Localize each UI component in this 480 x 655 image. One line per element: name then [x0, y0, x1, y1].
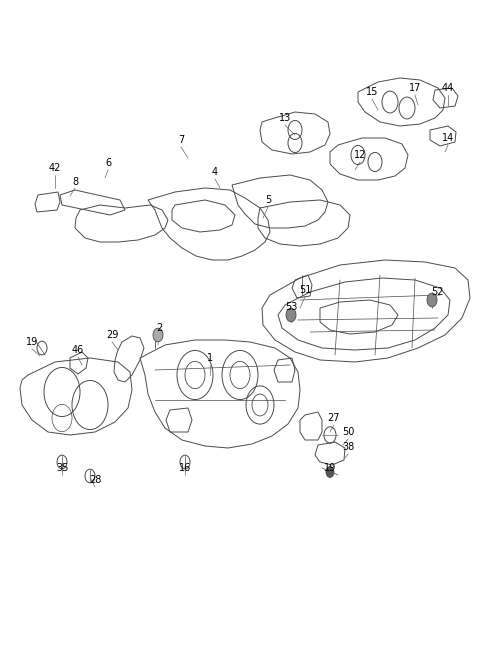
Text: 1: 1	[207, 353, 213, 363]
Text: 12: 12	[354, 150, 366, 160]
Text: 52: 52	[431, 287, 443, 297]
Text: 15: 15	[366, 87, 378, 97]
Text: 19: 19	[26, 337, 38, 347]
Text: 35: 35	[56, 463, 68, 473]
Text: 28: 28	[89, 475, 101, 485]
Text: 27: 27	[328, 413, 340, 423]
Text: 2: 2	[156, 323, 162, 333]
Text: 50: 50	[342, 427, 354, 437]
Text: 38: 38	[342, 442, 354, 452]
Text: 51: 51	[299, 285, 311, 295]
Text: 14: 14	[442, 133, 454, 143]
Circle shape	[286, 308, 296, 322]
Text: 8: 8	[72, 177, 78, 187]
Text: 17: 17	[409, 83, 421, 93]
Circle shape	[153, 328, 163, 342]
Text: 29: 29	[106, 330, 118, 340]
Text: 42: 42	[49, 163, 61, 173]
Text: 13: 13	[279, 113, 291, 123]
Text: 53: 53	[285, 302, 297, 312]
Text: 7: 7	[178, 135, 184, 145]
Text: 5: 5	[265, 195, 271, 205]
Text: 44: 44	[442, 83, 454, 93]
Circle shape	[326, 466, 334, 477]
Text: 4: 4	[212, 167, 218, 177]
Text: 46: 46	[72, 345, 84, 355]
Text: 19: 19	[324, 463, 336, 473]
Circle shape	[427, 293, 437, 307]
Text: 6: 6	[105, 158, 111, 168]
Text: 16: 16	[179, 463, 191, 473]
